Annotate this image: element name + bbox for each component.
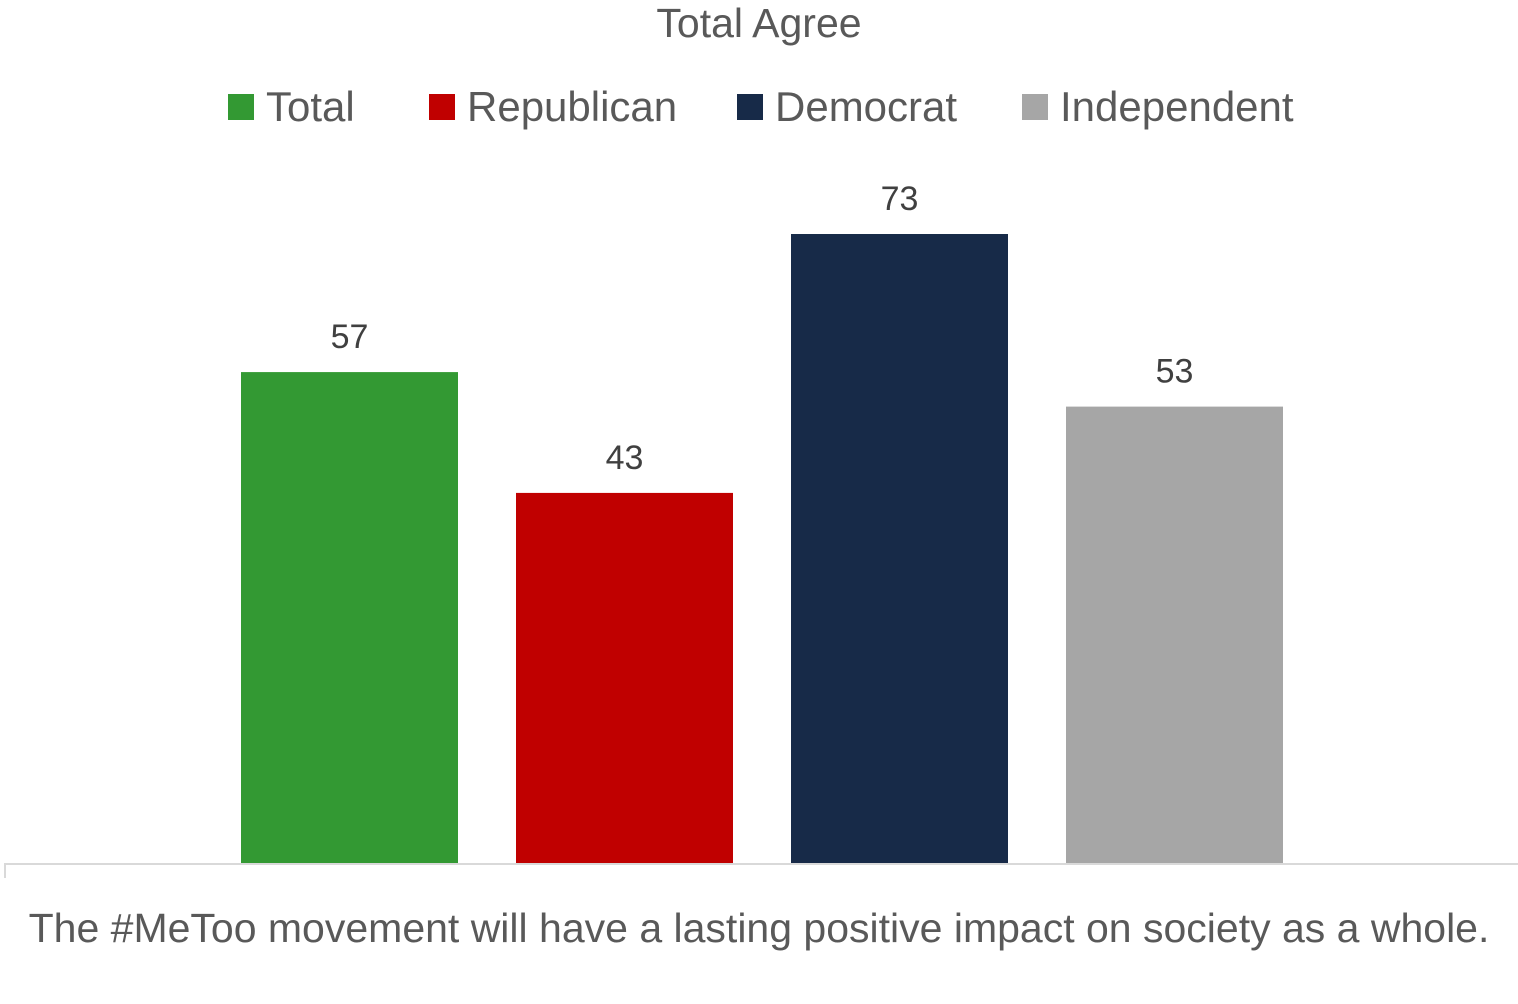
data-labels-group: 57 43 73 53 — [331, 180, 1194, 477]
chart-legend: Total Republican Democrat Independent — [0, 82, 1518, 132]
bar-total — [241, 372, 458, 864]
bar-republican — [516, 492, 733, 864]
legend-label-republican: Republican — [467, 83, 678, 130]
legend-label-independent: Independent — [1060, 83, 1294, 130]
legend-swatch-independent — [1022, 94, 1048, 120]
legend-swatch-republican — [429, 94, 455, 120]
bars-group — [241, 234, 1283, 864]
data-label-independent: 53 — [1156, 353, 1194, 391]
data-label-republican: 43 — [606, 439, 644, 477]
data-label-total: 57 — [331, 318, 369, 356]
legend-swatch-democrat — [737, 94, 763, 120]
legend-item-republican: Republican — [429, 82, 677, 132]
legend-item-independent: Independent — [1022, 82, 1294, 132]
legend-item-total: Total — [228, 82, 355, 132]
legend-item-democrat: Democrat — [737, 82, 957, 132]
category-label: The #MeToo movement will have a lasting … — [28, 905, 1490, 951]
legend-label-total: Total — [266, 83, 355, 130]
legend-label-democrat: Democrat — [775, 83, 958, 130]
chart-title: Total Agree — [656, 0, 862, 46]
bar-independent — [1066, 406, 1283, 864]
bar-democrat — [791, 234, 1008, 864]
legend-swatch-total — [228, 94, 254, 120]
data-label-democrat: 73 — [881, 180, 919, 218]
